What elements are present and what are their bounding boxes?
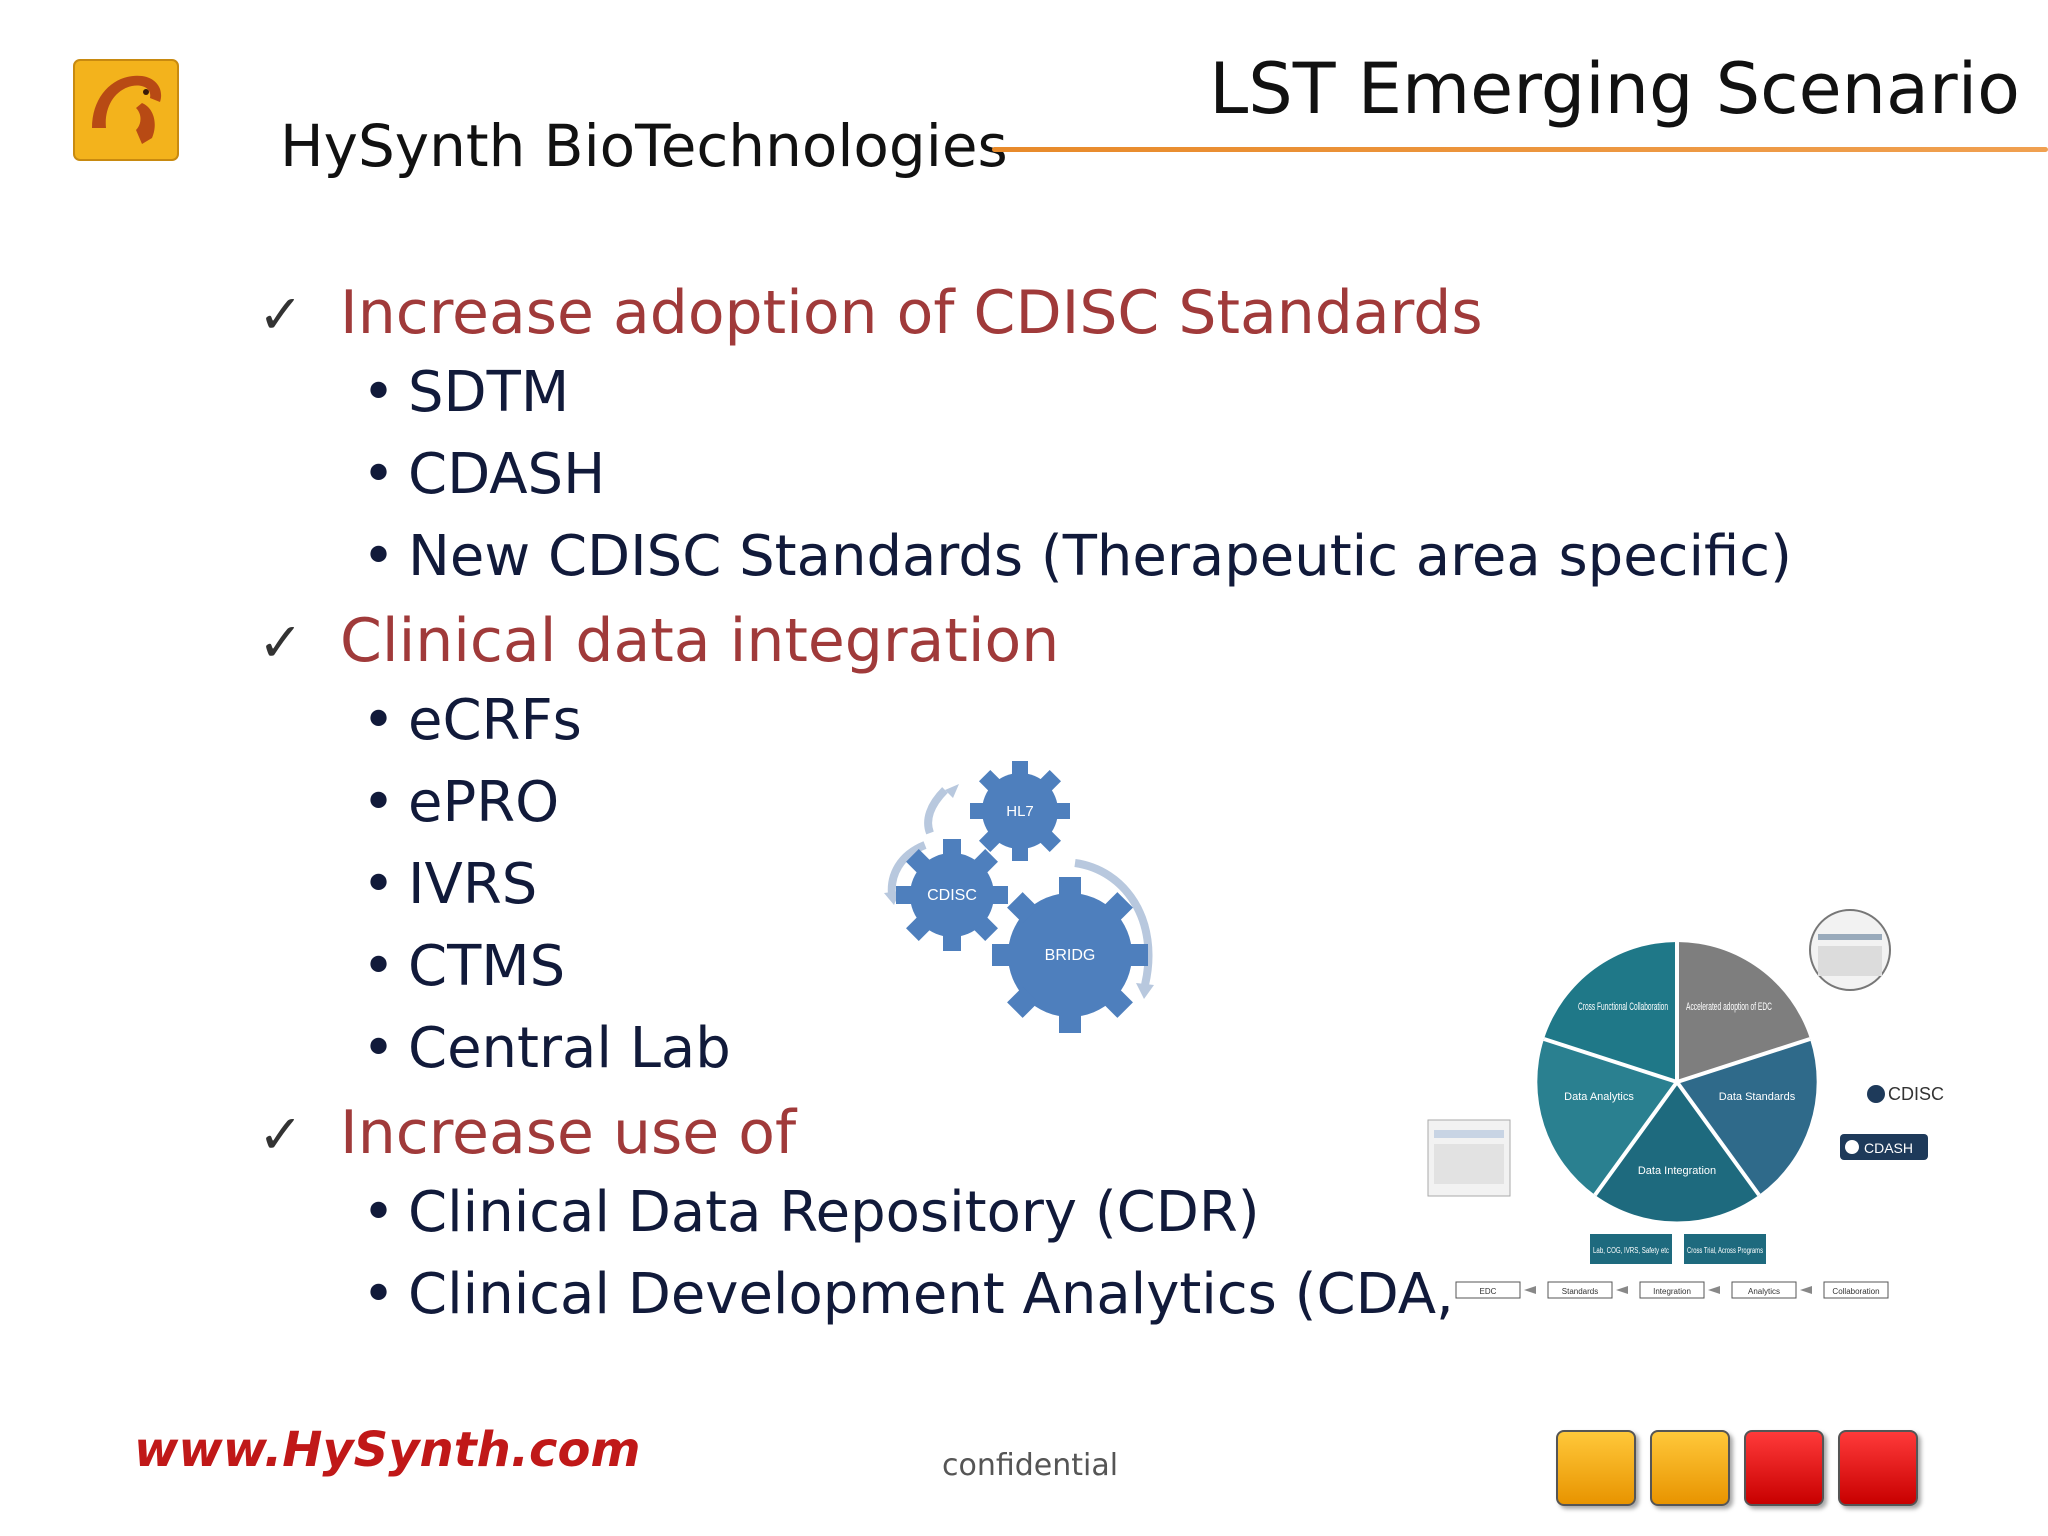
cdisc-logo-icon — [1867, 1085, 1885, 1103]
clinical-data-cycle-diagram: Cross Functional Collaboration Accelerat… — [1420, 900, 1980, 1320]
website-link[interactable]: www.HySynth.com — [134, 1422, 641, 1478]
list-item: • Clinical Data Repository (CDR) — [362, 1180, 1260, 1245]
confidential-label: confidential — [942, 1448, 1119, 1483]
svg-text:CDASH: CDASH — [1864, 1140, 1913, 1156]
gear-label: HL7 — [1006, 803, 1034, 820]
cycle-segment-label: Data Standards — [1719, 1091, 1796, 1103]
cdisc-logo-text: CDISC — [1888, 1084, 1944, 1104]
section-heading: ✓ Clinical data integration — [258, 606, 1060, 676]
flow-step: Analytics — [1748, 1287, 1780, 1296]
section-heading: ✓ Increase adoption of CDISC Standards — [258, 278, 1483, 348]
footer-square-red — [1838, 1430, 1918, 1506]
footer-square-orange — [1650, 1430, 1730, 1506]
list-item: • eCRFs — [362, 688, 582, 753]
gear-label: BRIDG — [1045, 947, 1096, 964]
cycle-segment-label: Accelerated adoption of EDC — [1686, 1001, 1772, 1013]
cdash-logo — [1840, 1134, 1928, 1160]
flow-step: Collaboration — [1832, 1287, 1879, 1296]
checkmark-icon: ✓ — [258, 1103, 304, 1166]
list-item: • New CDISC Standards (Therapeutic area s… — [362, 524, 1792, 589]
company-logo — [72, 58, 180, 162]
gear-label: CDISC — [927, 887, 977, 904]
list-item: • ePRO — [362, 770, 560, 835]
list-item: • Clinical Development Analytics (CDA, — [362, 1262, 1454, 1327]
flow-step: Integration — [1653, 1287, 1691, 1296]
footer-square-red — [1744, 1430, 1824, 1506]
cycle-sub-box-label: Cross Trial, Across Programs — [1687, 1246, 1763, 1255]
checkmark-icon: ✓ — [258, 283, 304, 346]
standards-gears-diagram: HL7 CDISC BRIDG — [860, 745, 1190, 1045]
flow-step: Standards — [1562, 1287, 1598, 1296]
checkmark-icon: ✓ — [258, 611, 304, 674]
section-heading: ✓ Increase use of — [258, 1098, 797, 1168]
list-item: • CTMS — [362, 934, 566, 999]
company-name: HySynth BioTechnologies — [280, 112, 1008, 180]
title-underline — [992, 147, 2048, 152]
cycle-segment-label: Data Integration — [1638, 1165, 1716, 1177]
list-item: • Central Lab — [362, 1016, 731, 1081]
cycle-segment-label: Cross Functional Collaboration — [1578, 1001, 1668, 1013]
slide-title: LST Emerging Scenario — [1209, 48, 2020, 130]
list-item: • CDASH — [362, 442, 606, 507]
flow-step: EDC — [1480, 1287, 1497, 1296]
cycle-sub-box-label: Lab, COG, IVRS, Safety etc — [1593, 1246, 1669, 1255]
list-item: • IVRS — [362, 852, 538, 917]
footer-square-orange — [1556, 1430, 1636, 1506]
list-item: • SDTM — [362, 360, 570, 425]
cycle-segment-label: Data Analytics — [1564, 1091, 1634, 1103]
